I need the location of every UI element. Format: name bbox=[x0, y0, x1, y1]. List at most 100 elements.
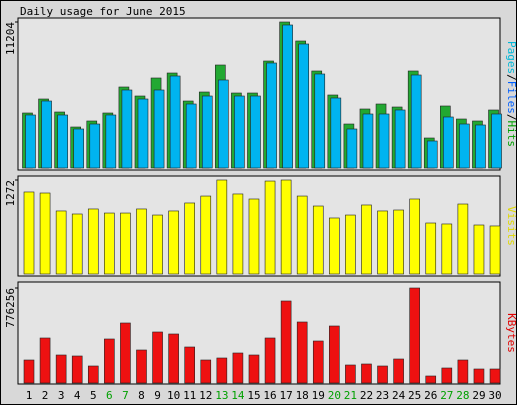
bar bbox=[216, 179, 228, 275]
bar bbox=[87, 208, 99, 275]
y-tick-label: 11204 bbox=[4, 22, 17, 55]
bar bbox=[168, 333, 179, 384]
bar bbox=[473, 368, 485, 384]
bar bbox=[410, 74, 422, 169]
legend-part: Hits bbox=[505, 121, 517, 148]
panel-legend: Pages/Files/Hits bbox=[505, 41, 517, 147]
bar bbox=[234, 95, 245, 169]
x-tick-label: 5 bbox=[90, 389, 97, 402]
x-tick-label: 27 bbox=[440, 389, 453, 402]
bar bbox=[441, 367, 453, 384]
x-tick-label: 2 bbox=[42, 389, 49, 402]
x-tick-label: 21 bbox=[344, 389, 357, 402]
bar bbox=[250, 95, 261, 169]
x-tick-label: 19 bbox=[312, 389, 325, 402]
bar bbox=[361, 204, 372, 275]
bar bbox=[71, 213, 83, 275]
chart-title: Daily usage for June 2015 bbox=[20, 5, 186, 18]
x-tick-label: 22 bbox=[360, 389, 373, 402]
x-tick-label: 14 bbox=[231, 389, 245, 402]
bar bbox=[39, 337, 51, 384]
bar bbox=[153, 89, 165, 169]
bar bbox=[57, 114, 68, 169]
bar bbox=[362, 113, 374, 169]
bar bbox=[378, 113, 390, 169]
bar bbox=[346, 128, 358, 169]
x-tick-label: 28 bbox=[456, 389, 469, 402]
x-tick-label: 7 bbox=[122, 389, 129, 402]
bar bbox=[152, 331, 163, 384]
bar bbox=[87, 365, 99, 384]
bar bbox=[459, 123, 470, 169]
x-tick-label: 4 bbox=[74, 389, 81, 402]
bar bbox=[377, 365, 388, 384]
legend-part: KBytes bbox=[505, 313, 517, 353]
x-tick-label: 20 bbox=[328, 389, 341, 402]
bar bbox=[104, 338, 115, 384]
bar bbox=[216, 357, 228, 384]
bar bbox=[23, 359, 35, 384]
bar bbox=[137, 98, 149, 169]
bar bbox=[393, 209, 404, 275]
bar bbox=[104, 212, 115, 275]
bar bbox=[55, 354, 67, 384]
legend-part: Visits bbox=[505, 206, 517, 246]
bar bbox=[489, 225, 501, 275]
bar bbox=[201, 95, 213, 169]
x-tick-label: 25 bbox=[408, 389, 421, 402]
bar bbox=[185, 103, 197, 169]
y-tick-label: 1272 bbox=[4, 180, 17, 207]
bar bbox=[329, 217, 340, 275]
bar bbox=[441, 223, 453, 275]
bar bbox=[282, 24, 293, 169]
bar bbox=[409, 287, 420, 384]
bar bbox=[491, 113, 502, 169]
x-tick-label: 16 bbox=[263, 389, 276, 402]
x-tick-label: 18 bbox=[296, 389, 309, 402]
legend-part: / bbox=[505, 114, 517, 121]
bar bbox=[314, 73, 326, 169]
bar bbox=[296, 321, 308, 384]
bar bbox=[345, 364, 356, 384]
bar bbox=[232, 352, 244, 384]
x-tick-label: 10 bbox=[167, 389, 180, 402]
bar bbox=[105, 114, 117, 169]
bar bbox=[425, 375, 437, 384]
x-tick-label: 24 bbox=[392, 389, 406, 402]
bar bbox=[264, 337, 276, 384]
bar bbox=[39, 192, 51, 275]
bar bbox=[168, 210, 179, 275]
bar bbox=[200, 359, 212, 384]
bar bbox=[121, 89, 133, 169]
bar bbox=[264, 180, 276, 275]
bar bbox=[394, 109, 406, 169]
y-tick-label: 776256 bbox=[4, 288, 17, 328]
bar bbox=[184, 346, 195, 384]
bar bbox=[443, 116, 454, 169]
x-tick-label: 29 bbox=[472, 389, 485, 402]
bar bbox=[345, 214, 356, 275]
bar bbox=[298, 43, 309, 169]
x-tick-label: 1 bbox=[26, 389, 33, 402]
x-tick-label: 15 bbox=[247, 389, 260, 402]
bar bbox=[89, 123, 101, 169]
bar bbox=[232, 193, 244, 275]
x-tick-label: 8 bbox=[138, 389, 145, 402]
bar bbox=[152, 214, 163, 275]
x-tick-label: 30 bbox=[488, 389, 501, 402]
bar bbox=[330, 97, 342, 169]
bar bbox=[425, 222, 437, 275]
x-tick-label: 6 bbox=[106, 389, 113, 402]
bar bbox=[73, 128, 85, 169]
bar bbox=[23, 191, 35, 275]
bar bbox=[409, 198, 420, 275]
bar bbox=[25, 114, 36, 169]
bar bbox=[55, 210, 67, 275]
bar bbox=[248, 198, 260, 275]
bar bbox=[296, 195, 308, 275]
x-tick-label: 26 bbox=[424, 389, 437, 402]
bar bbox=[41, 100, 52, 169]
bar bbox=[120, 212, 131, 275]
bar bbox=[280, 179, 292, 275]
legend-part: Files bbox=[505, 81, 517, 114]
